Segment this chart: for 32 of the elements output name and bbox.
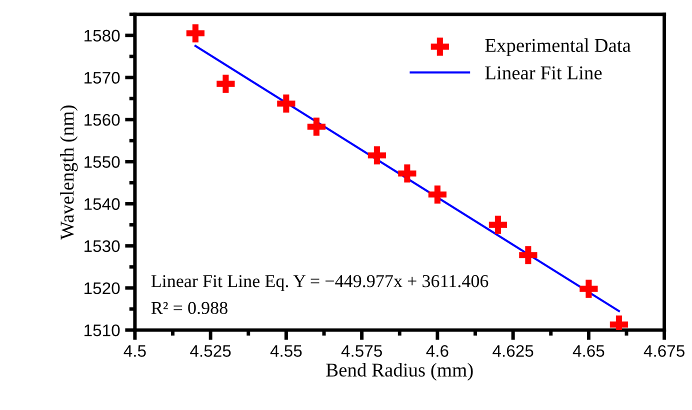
x-tick-label: 4.625 [492,345,534,357]
y-tick-label: 1520 [84,282,120,294]
y-tick-label: 1530 [84,240,120,252]
x-tick-label: 4.575 [341,345,382,357]
y-axis-title: Wavelength (nm) [60,106,78,240]
point [398,164,416,183]
x-tick-label: 4.525 [190,345,231,357]
x-tick-label: 4.675 [644,345,684,357]
x-tick-label: 4.65 [572,345,604,357]
y-tick-label: 1560 [84,114,120,126]
annotation: R² = 0.988 [151,302,228,314]
point [428,185,446,204]
point [186,24,204,42]
x-tick-label: 4.5 [124,345,146,357]
y-tick-label: 1510 [84,324,120,336]
legend-label: Linear Fit Line [485,66,602,80]
point [307,118,326,136]
x-axis-title: Bend Radius (mm) [326,362,473,381]
annotation: Linear Fit Line Eq. Y = −449.977x + 3611.406 [151,275,488,291]
legend-label: Experimental Data [485,38,631,56]
y-tick-label: 1540 [84,198,120,210]
x-tick-label: 4.6 [426,345,448,357]
point [277,94,296,113]
point [216,74,235,93]
y-tick-label: 1580 [84,30,120,42]
point [488,216,507,234]
x-tick-label: 4.55 [270,345,302,357]
point [580,280,598,298]
point [519,246,538,264]
y-tick-label: 1550 [84,156,120,168]
point [368,146,386,164]
y-tick-label: 1570 [84,72,120,84]
